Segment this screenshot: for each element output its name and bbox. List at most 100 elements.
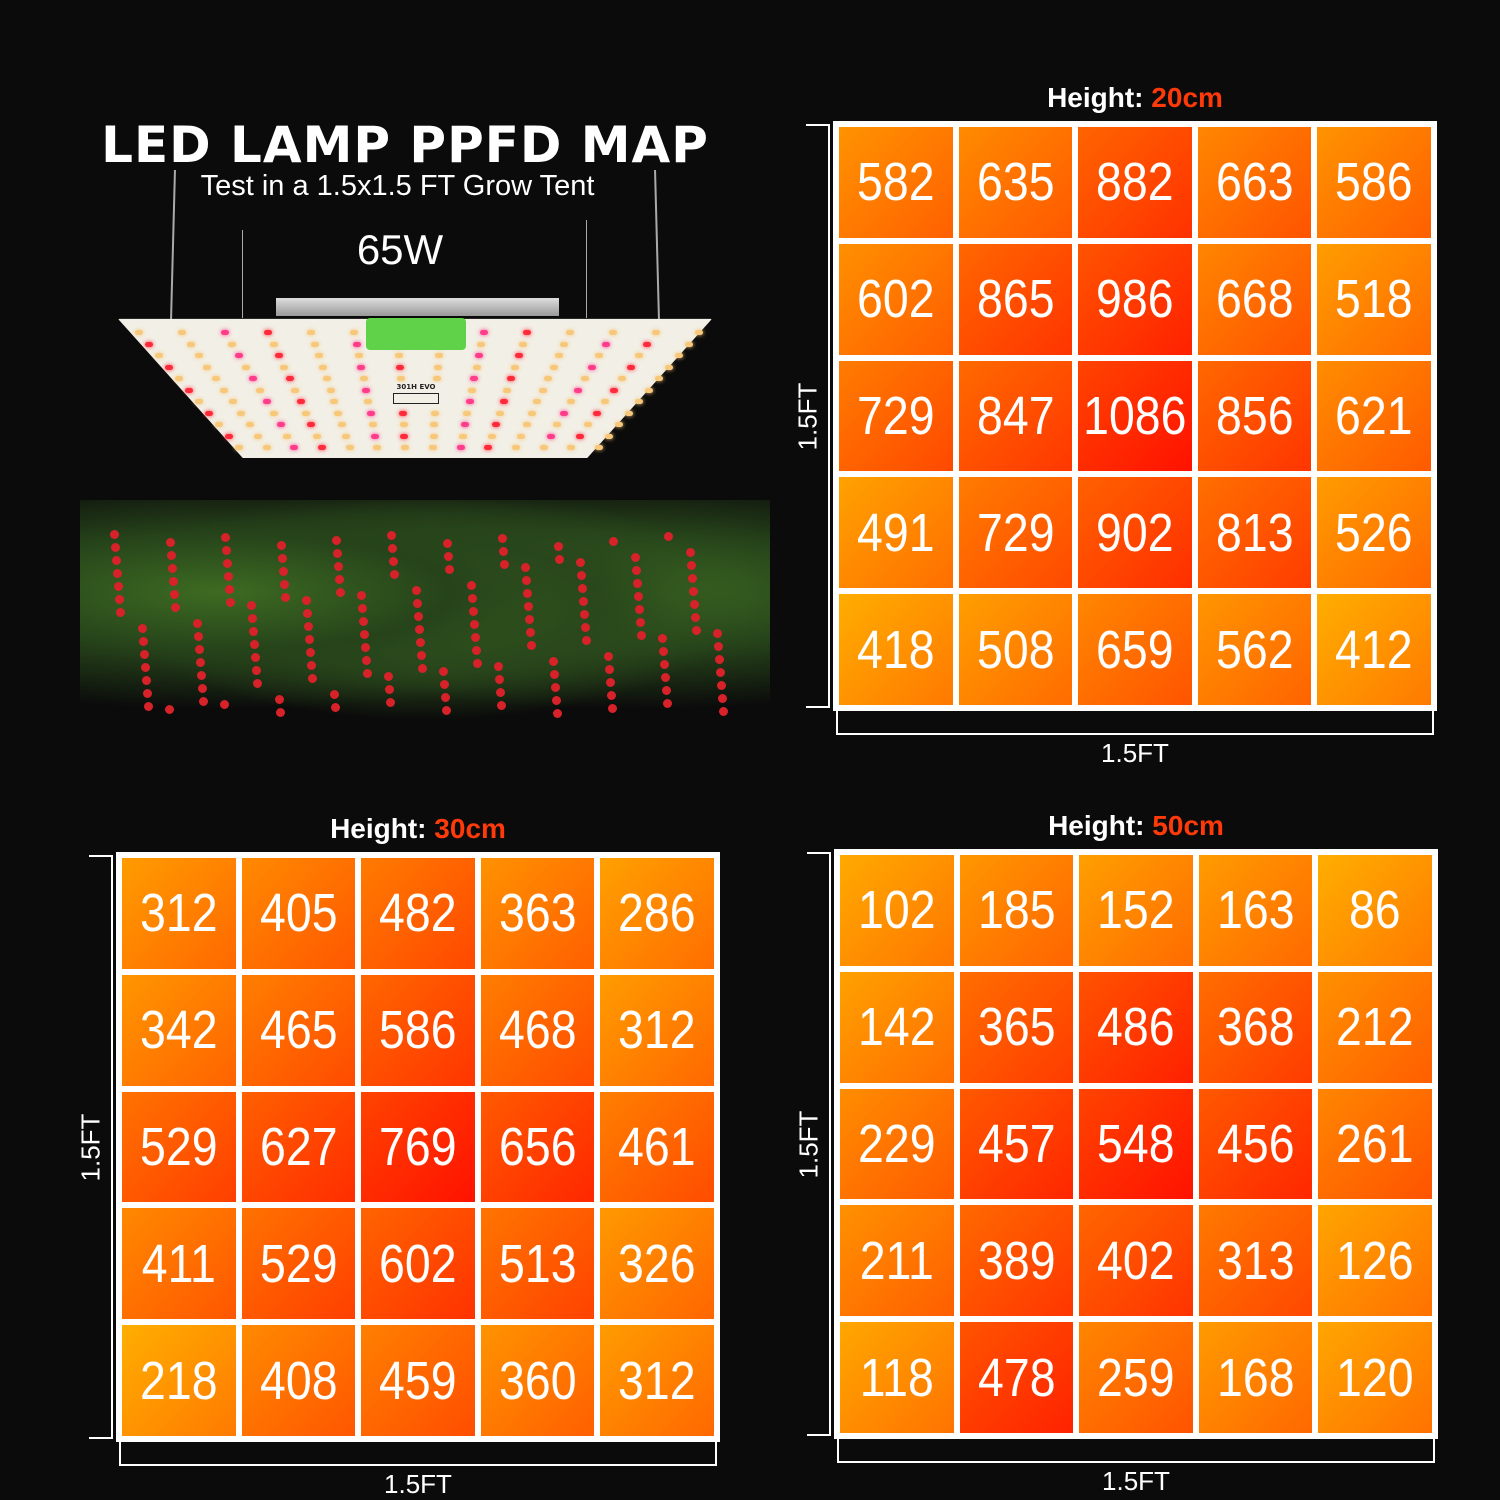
led-dot [430,422,439,427]
tomato [418,664,427,673]
led-dot [175,376,183,381]
led-dot [477,341,486,347]
y-axis-label: 1.5FT [792,382,823,451]
led-dot [484,445,493,450]
lamp-model-label: 301H EVO [396,383,436,391]
heatmap-cell: 769 [361,1091,475,1203]
led-dot [269,410,278,416]
x-axis-tick [715,1442,717,1466]
x-axis-line [836,733,1434,735]
heatmap-cell: 482 [361,858,475,969]
heatmap-value: 418 [857,619,935,680]
heatmap-value: 229 [858,1113,936,1174]
heatmap-cell: 389 [959,1205,1074,1317]
tomato [691,613,700,622]
led-dot [275,353,283,358]
heatmap-value: 902 [1096,502,1174,563]
x-axis-label: 1.5FT [1101,738,1169,768]
heatmap-cell: 457 [959,1088,1074,1200]
led-dot [398,410,407,416]
led-dot [601,341,610,347]
heatmap-value: 635 [976,152,1055,213]
led-dot [601,399,610,404]
led-dot [618,376,627,381]
tomato [141,663,150,672]
x-axis-line [837,1461,1435,1463]
heatmap-value: 365 [977,997,1056,1058]
tomato [631,553,640,562]
led-dot [503,387,512,393]
tomato [551,683,560,692]
tomato [550,670,559,679]
heatmap-value: 457 [977,1113,1056,1174]
led-dot [528,410,537,416]
tomato [142,676,151,685]
led-dot [567,399,576,404]
lamp-model-marking: 301H EVO [376,383,456,405]
tomato [385,685,394,694]
led-dot [615,422,623,427]
tomato [305,635,314,644]
heatsink-bar [276,298,559,316]
led-dot [428,445,437,450]
heatmap-value: 185 [977,880,1056,941]
heatmap-value: 286 [618,883,696,944]
tomato [496,688,505,697]
led-dot [458,433,467,439]
heatmap-cell: 621 [1317,360,1431,472]
tomato [170,590,179,599]
led-dot [431,410,440,416]
heatmap-cell: 582 [839,127,953,238]
page-subtitle: Test in a 1.5x1.5 FT Grow Tent [200,170,595,202]
heatmap-value: 508 [976,619,1055,680]
tomato [663,699,672,708]
tomato [110,530,119,539]
tomato [279,567,288,576]
led-dot [429,433,438,439]
tomato [470,620,479,629]
heatmap-cell: 405 [241,858,356,969]
led-dot [625,410,633,416]
heatmap-cell: 312 [600,974,714,1086]
heatmap-cell: 212 [1318,971,1432,1083]
heatmap-value: 562 [1215,619,1294,680]
tomato [472,646,481,655]
led-dot [228,399,237,404]
led-dot [245,422,254,427]
heatmap-cell: 152 [1079,855,1193,966]
tomato [443,539,452,548]
tomato [168,564,177,573]
heatmap-value: 168 [1216,1347,1295,1408]
tomato [608,704,617,713]
heatmap-value: 142 [858,997,936,1058]
heatmap-value: 486 [1097,997,1175,1058]
led-dot [312,433,321,439]
tomato [605,665,614,674]
tomato [525,615,534,624]
heatmap-cell: 656 [480,1091,595,1203]
tomato [717,681,726,690]
heatmap-value: 459 [379,1350,457,1411]
led-dot [567,445,576,450]
tomato [114,582,123,591]
heatmap-value: 491 [857,502,935,563]
led-dot [515,353,523,358]
led-dot [185,387,193,393]
heatmap-cell: 360 [480,1325,595,1436]
led-dot [675,353,683,358]
heatmap-value: 86 [1349,880,1402,941]
tomato [336,588,345,597]
tomato [360,630,369,639]
y-axis-label: 1.5FT [75,1113,106,1182]
heatmap-value: 856 [1215,385,1294,446]
map-title-height: 30cm [434,813,506,844]
heatmap-cell: 312 [122,858,236,969]
x-axis-tick [119,1442,121,1466]
led-dot [269,341,278,347]
led-dot [507,376,516,381]
led-dot [399,422,408,427]
tomato [384,672,393,681]
heatmap-value: 456 [1216,1113,1295,1174]
y-axis-line [828,124,830,708]
tomato [225,585,234,594]
